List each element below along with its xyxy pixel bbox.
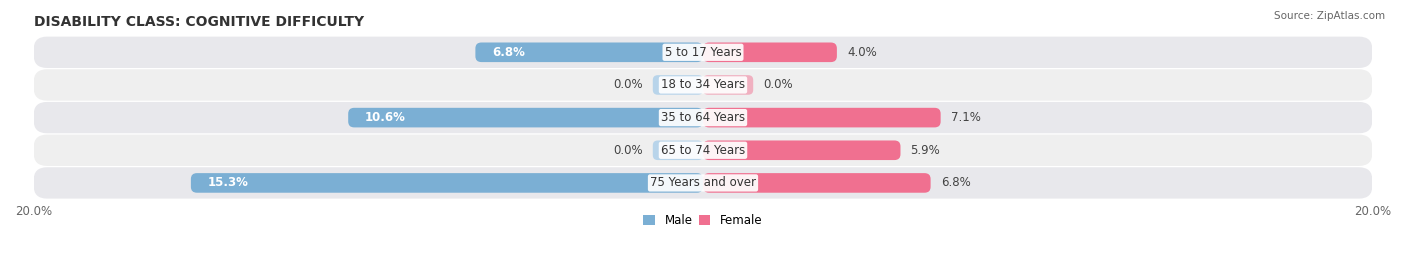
FancyBboxPatch shape — [349, 108, 703, 128]
FancyBboxPatch shape — [703, 43, 837, 62]
Text: 75 Years and over: 75 Years and over — [650, 176, 756, 189]
FancyBboxPatch shape — [34, 102, 1372, 133]
Text: 6.8%: 6.8% — [492, 46, 524, 59]
FancyBboxPatch shape — [703, 108, 941, 128]
Legend: Male, Female: Male, Female — [638, 209, 768, 232]
Text: 0.0%: 0.0% — [763, 79, 793, 91]
Text: 65 to 74 Years: 65 to 74 Years — [661, 144, 745, 157]
Text: Source: ZipAtlas.com: Source: ZipAtlas.com — [1274, 11, 1385, 21]
FancyBboxPatch shape — [191, 173, 703, 193]
Text: 10.6%: 10.6% — [366, 111, 406, 124]
Text: 5 to 17 Years: 5 to 17 Years — [665, 46, 741, 59]
FancyBboxPatch shape — [703, 75, 754, 95]
Text: DISABILITY CLASS: COGNITIVE DIFFICULTY: DISABILITY CLASS: COGNITIVE DIFFICULTY — [34, 15, 364, 29]
Text: 18 to 34 Years: 18 to 34 Years — [661, 79, 745, 91]
FancyBboxPatch shape — [34, 37, 1372, 68]
FancyBboxPatch shape — [34, 134, 1372, 166]
Text: 0.0%: 0.0% — [613, 79, 643, 91]
Text: 6.8%: 6.8% — [941, 176, 970, 189]
Text: 15.3%: 15.3% — [208, 176, 249, 189]
FancyBboxPatch shape — [652, 140, 703, 160]
Text: 0.0%: 0.0% — [613, 144, 643, 157]
Text: 7.1%: 7.1% — [950, 111, 980, 124]
FancyBboxPatch shape — [34, 69, 1372, 101]
Text: 5.9%: 5.9% — [911, 144, 941, 157]
FancyBboxPatch shape — [652, 75, 703, 95]
Text: 35 to 64 Years: 35 to 64 Years — [661, 111, 745, 124]
FancyBboxPatch shape — [475, 43, 703, 62]
Text: 4.0%: 4.0% — [846, 46, 877, 59]
FancyBboxPatch shape — [703, 173, 931, 193]
FancyBboxPatch shape — [703, 140, 900, 160]
FancyBboxPatch shape — [34, 167, 1372, 199]
